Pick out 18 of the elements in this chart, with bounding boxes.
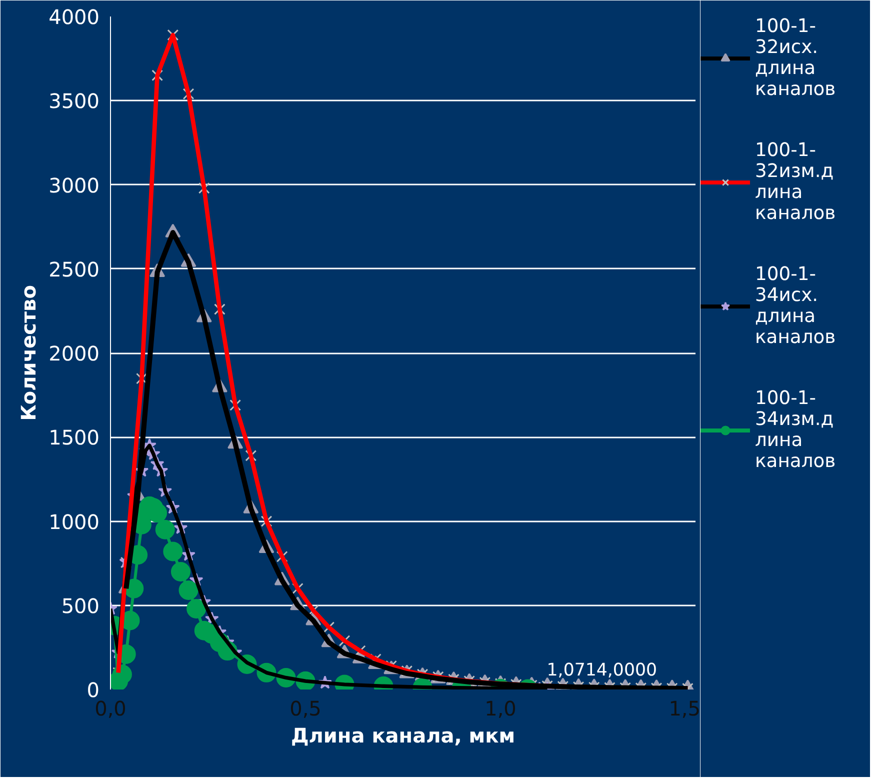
x-tick-label: 1,0 [484,696,516,720]
legend-label: 100-1-32изм.длина каналов [755,140,836,224]
y-tick-label: 3500 [48,89,100,114]
y-tick-label: 1000 [48,510,100,534]
y-axis-title: Количество [16,285,41,421]
y-tick-label: 3000 [48,173,100,198]
x-tick-label: 0,5 [290,696,322,720]
y-tick-label: 4000 [48,5,100,29]
x-tick-label: 1,5 [668,696,701,720]
legend-label: 100-1-34исх. длина каналов [755,264,836,348]
legend-label: 100-1-32исх. длина каналов [755,16,836,100]
annotation: 1,0714,0000 [546,660,658,680]
y-tick-label: 2500 [48,257,100,282]
y-tick-label: 500 [61,594,100,618]
y-tick-label: 1500 [48,426,100,450]
x-axis-title: Длина канала, мкм [290,724,516,748]
y-tick-label: 2000 [48,342,100,366]
legend-label: 100-1-34изм.длина каналов [755,388,836,472]
